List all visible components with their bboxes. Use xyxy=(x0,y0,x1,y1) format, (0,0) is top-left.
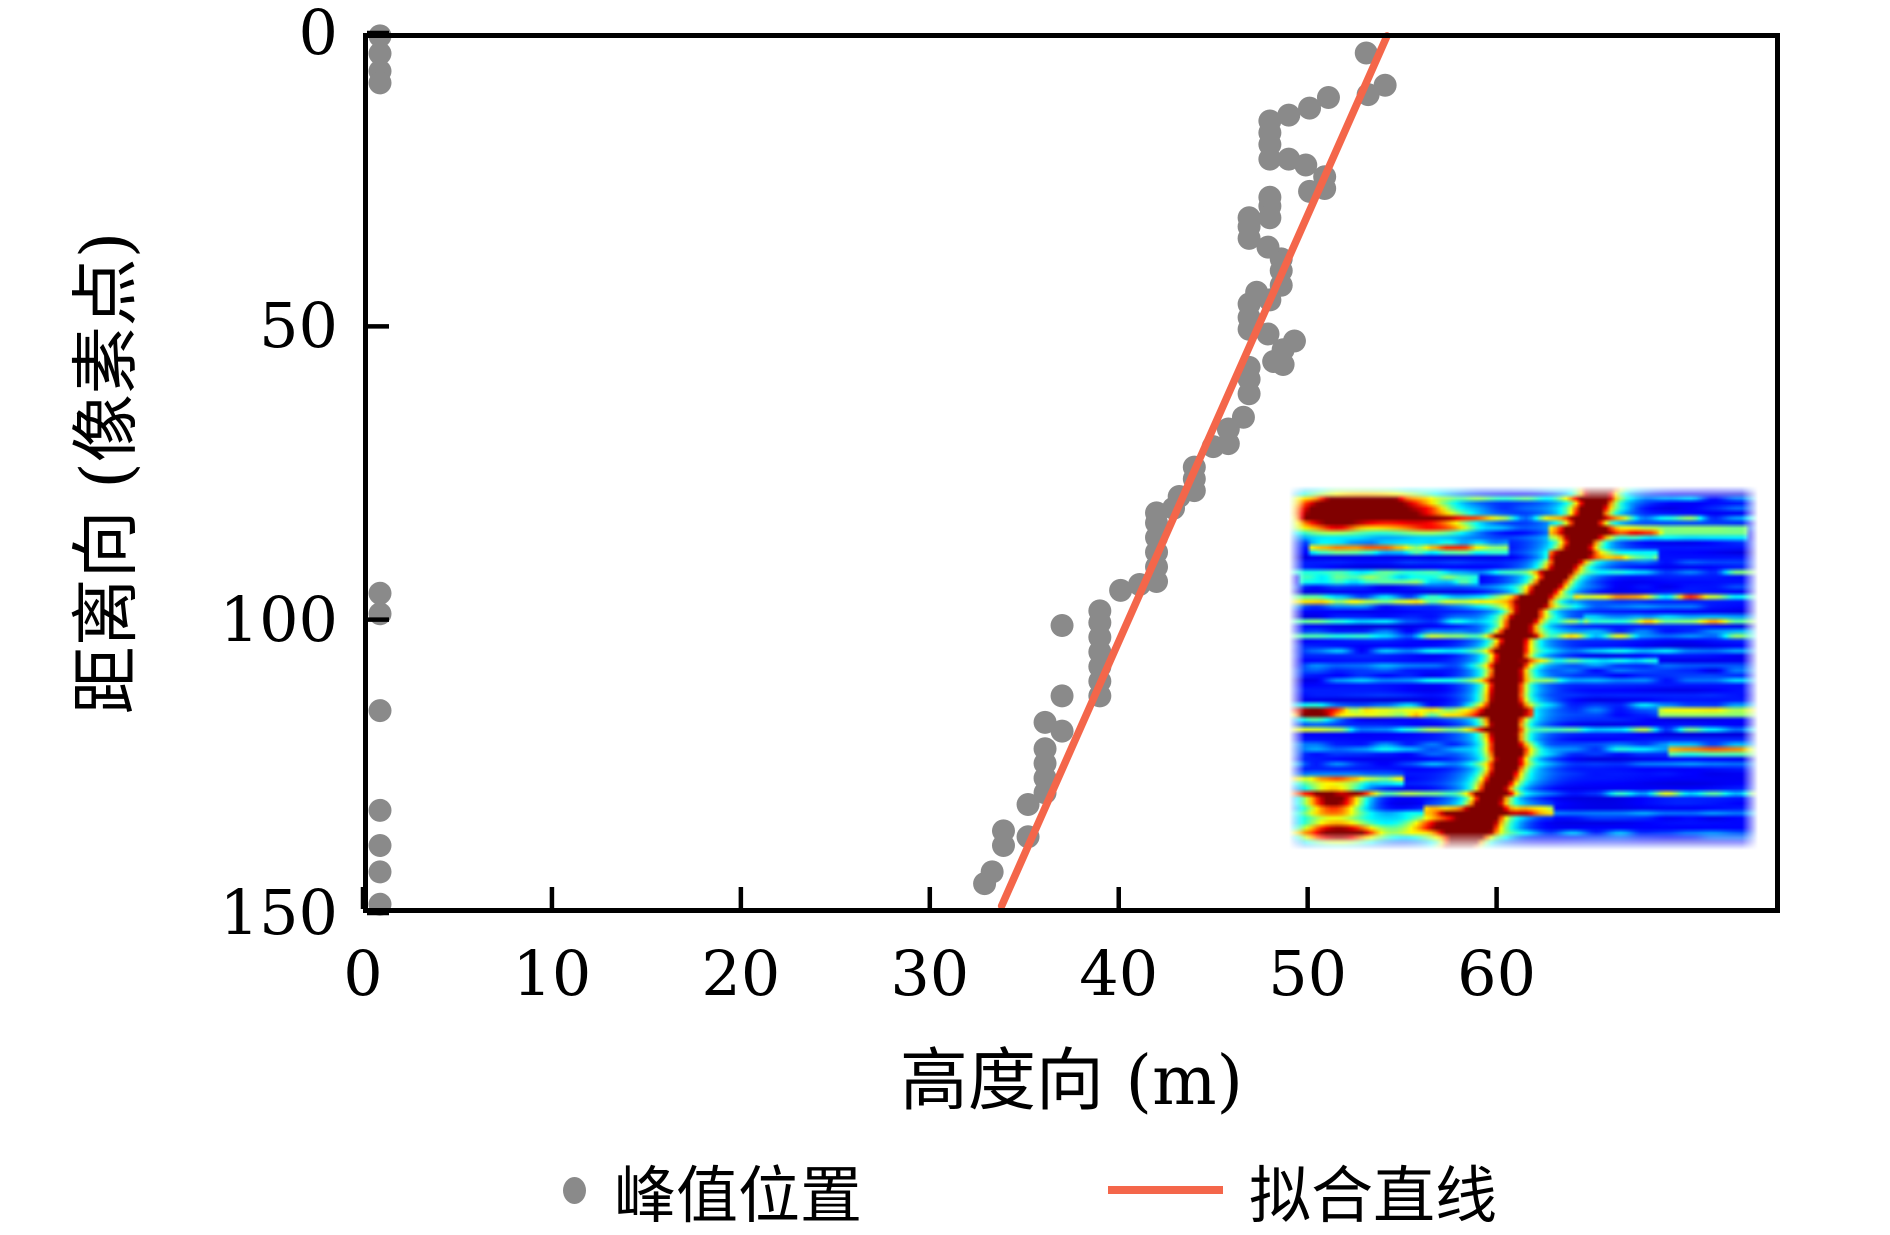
plot-area xyxy=(360,24,1780,916)
data-point xyxy=(368,860,392,884)
data-point xyxy=(368,699,392,723)
data-point xyxy=(1088,599,1112,623)
y-tick-label: 0 xyxy=(298,0,338,69)
fitted-line xyxy=(997,32,1391,910)
scatter-plot-svg xyxy=(360,24,1780,916)
legend-item-fit: 拟合直线 xyxy=(1108,1145,1497,1235)
data-point xyxy=(1282,329,1306,353)
data-point xyxy=(1316,86,1340,110)
data-point xyxy=(991,819,1015,843)
data-point xyxy=(1373,73,1397,97)
legend-label-peaks: 峰值位置 xyxy=(614,1159,863,1232)
axis-box xyxy=(363,33,1780,913)
data-point xyxy=(1277,147,1301,171)
inset-heatmap xyxy=(1289,486,1758,850)
data-point xyxy=(980,860,1004,884)
data-point xyxy=(368,834,392,858)
data-point xyxy=(1231,405,1255,429)
scatter-marker-icon xyxy=(563,1176,586,1204)
data-point xyxy=(1033,710,1057,734)
data-point xyxy=(1050,614,1074,638)
legend: 峰值位置 拟合直线 xyxy=(0,1145,1890,1235)
legend-label-fit: 拟合直线 xyxy=(1249,1159,1498,1232)
legend-item-peaks: 峰值位置 xyxy=(563,1145,862,1235)
x-tick-label: 40 xyxy=(1079,937,1159,1010)
line-marker-icon xyxy=(1108,1186,1223,1194)
data-point xyxy=(1277,103,1301,127)
data-point xyxy=(368,71,392,95)
data-point xyxy=(1258,109,1282,133)
y-tick-label: 50 xyxy=(259,289,338,363)
data-point xyxy=(368,798,392,822)
data-point xyxy=(1237,206,1261,230)
x-tick-label: 20 xyxy=(701,937,781,1010)
x-axis-title: 高度向 (m) xyxy=(899,1042,1244,1121)
data-point xyxy=(1258,185,1282,209)
x-tick-label: 0 xyxy=(343,937,383,1010)
x-tick-label: 60 xyxy=(1457,937,1537,1010)
y-tick-label: 100 xyxy=(219,582,338,656)
data-point xyxy=(368,581,392,605)
data-point xyxy=(1256,235,1280,259)
y-tick-label: 150 xyxy=(219,876,338,949)
data-point xyxy=(1298,96,1322,120)
data-point xyxy=(368,42,392,66)
x-tick-label: 50 xyxy=(1268,937,1348,1010)
data-point xyxy=(1256,322,1280,346)
data-point xyxy=(1354,41,1378,65)
x-tick-label: 30 xyxy=(890,937,970,1010)
y-axis-title: 距离向 (像素点) xyxy=(67,231,147,715)
data-point xyxy=(1050,684,1074,708)
data-point xyxy=(1109,578,1133,602)
x-tick-label: 10 xyxy=(512,937,592,1010)
data-point xyxy=(1033,737,1057,761)
data-point xyxy=(1050,719,1074,743)
data-point xyxy=(1016,792,1040,816)
